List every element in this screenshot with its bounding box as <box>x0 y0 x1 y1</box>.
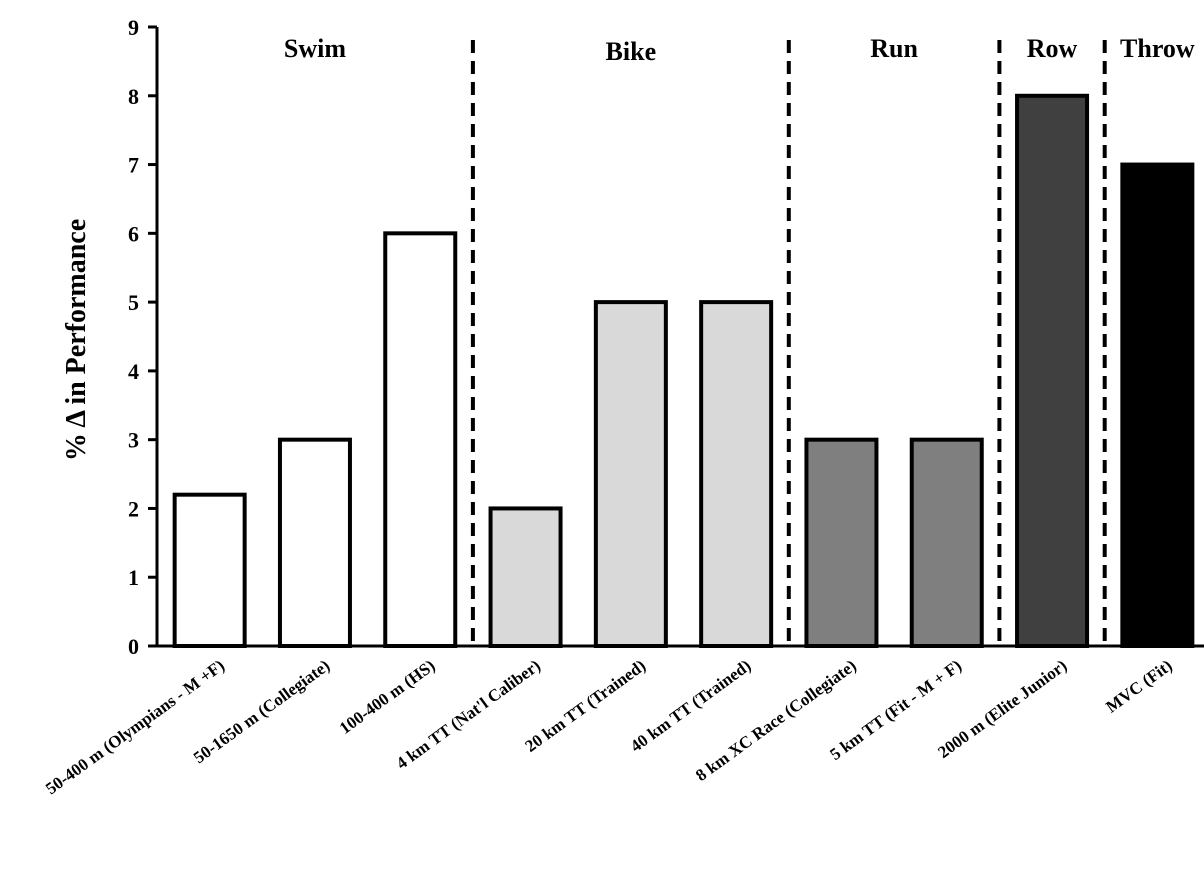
y-tick-label: 2 <box>128 496 139 521</box>
group-label: Run <box>870 34 918 63</box>
bar <box>593 300 668 648</box>
y-tick-label: 6 <box>128 221 139 246</box>
y-axis: 0 1 2 3 4 5 6 7 8 9 <box>128 15 159 659</box>
bars <box>172 93 1195 649</box>
y-tick-label: 0 <box>128 634 139 659</box>
bar <box>804 437 879 648</box>
y-tick-label: 9 <box>128 15 139 40</box>
y-tick-label: 8 <box>128 84 139 109</box>
bar <box>488 506 563 649</box>
bar <box>172 492 247 649</box>
bar <box>909 437 984 648</box>
y-tick-label: 4 <box>128 359 139 384</box>
bar <box>1015 93 1090 649</box>
y-tick-label: 7 <box>128 153 139 178</box>
bar <box>383 231 458 648</box>
y-axis-label: % Δ in Performance <box>61 219 92 461</box>
group-labels: Swim Bike Run Row Throw <box>284 34 1195 66</box>
x-category-labels: 50-400 m (Olympians - M +F)50-1650 m (Co… <box>42 656 1176 798</box>
y-tick-label: 5 <box>128 290 139 315</box>
x-tick-label: MVC (Fit) <box>1102 656 1175 717</box>
bar <box>699 300 774 648</box>
group-label: Row <box>1027 34 1078 63</box>
group-separators <box>470 40 1107 646</box>
group-label: Throw <box>1120 34 1195 63</box>
bar <box>277 437 352 648</box>
y-tick-label: 3 <box>128 428 139 453</box>
bar <box>1120 162 1195 649</box>
group-label: Swim <box>284 34 346 63</box>
y-tick-label: 1 <box>128 565 139 590</box>
x-tick-label: 100-400 m (HS) <box>336 656 439 738</box>
x-tick-label: 50-400 m (Olympians - M +F) <box>42 656 228 798</box>
group-label: Bike <box>606 37 657 66</box>
